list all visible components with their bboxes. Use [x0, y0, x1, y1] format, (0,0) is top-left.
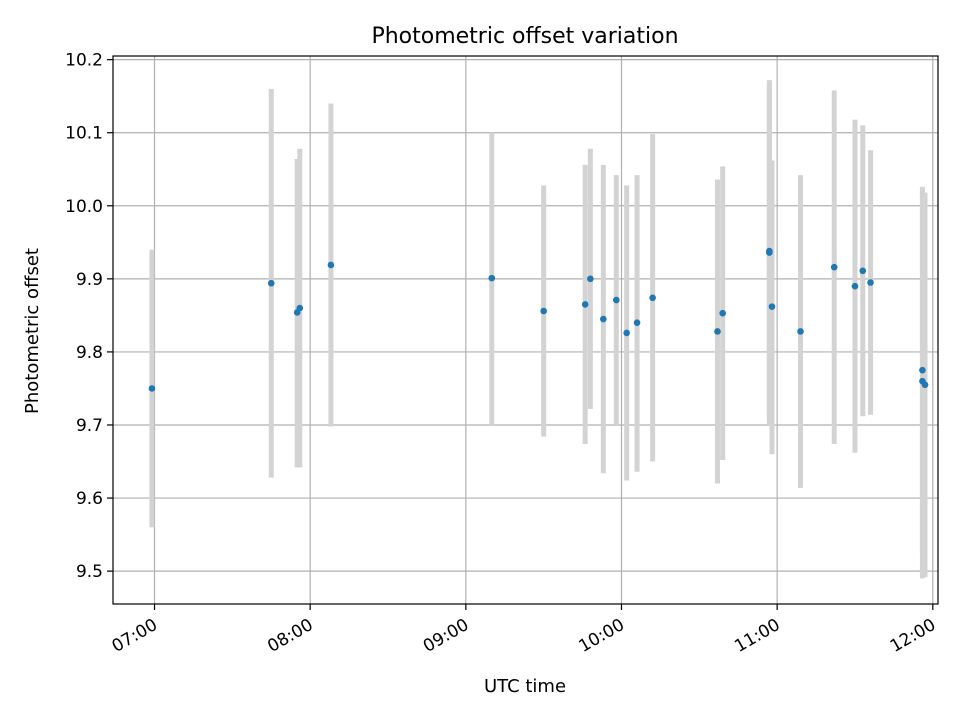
data-point	[719, 309, 726, 317]
data-point	[919, 366, 926, 374]
y-tick-label: 9.8	[76, 343, 103, 363]
data-point	[267, 279, 275, 287]
y-tick-label: 10.2	[65, 51, 103, 71]
x-tick-label: 12:00	[887, 615, 939, 657]
data-point	[859, 267, 867, 275]
data-point	[714, 328, 721, 335]
error-bars	[149, 80, 928, 579]
data-point	[148, 385, 156, 392]
x-tick-label: 09:00	[420, 615, 472, 657]
data-point	[296, 304, 304, 312]
x-tick-label: 07:00	[109, 615, 161, 657]
data-point	[540, 307, 547, 315]
data-point	[488, 274, 496, 282]
data-point	[633, 319, 641, 326]
data-point	[766, 247, 773, 255]
grid-lines	[113, 56, 938, 604]
x-axis-label: UTC time	[484, 676, 566, 697]
data-point	[327, 261, 335, 269]
y-tick-label: 9.5	[76, 562, 103, 582]
data-point	[768, 303, 776, 310]
data-point	[851, 282, 859, 290]
data-point	[600, 315, 607, 323]
chart-title: Photometric offset variation	[371, 24, 678, 49]
y-axis-ticks: 9.5 9.6 9.7 9.8 9.9 10.0 10.1 10.2	[65, 51, 113, 582]
y-tick-label: 9.7	[76, 416, 103, 436]
y-tick-label: 9.9	[76, 270, 103, 290]
y-tick-label: 10.1	[65, 124, 103, 144]
y-tick-label: 9.6	[76, 489, 103, 509]
data-point	[797, 328, 804, 335]
x-tick-label: 08:00	[264, 615, 316, 657]
x-axis-ticks: 07:00 08:00 09:00 10:00 11:00 12:00	[109, 604, 939, 657]
y-tick-label: 10.0	[65, 197, 103, 217]
data-point	[830, 263, 838, 271]
y-axis-label: Photometric offset	[22, 248, 43, 414]
data-point	[581, 301, 589, 308]
data-point	[623, 329, 630, 337]
data-points	[148, 247, 929, 392]
data-point	[867, 279, 874, 286]
x-tick-label: 10:00	[576, 615, 628, 657]
x-tick-label: 11:00	[731, 615, 783, 657]
data-point	[587, 275, 594, 283]
data-point	[921, 381, 929, 389]
data-point	[613, 296, 620, 304]
plot-frame	[112, 55, 939, 605]
data-point	[649, 294, 656, 302]
